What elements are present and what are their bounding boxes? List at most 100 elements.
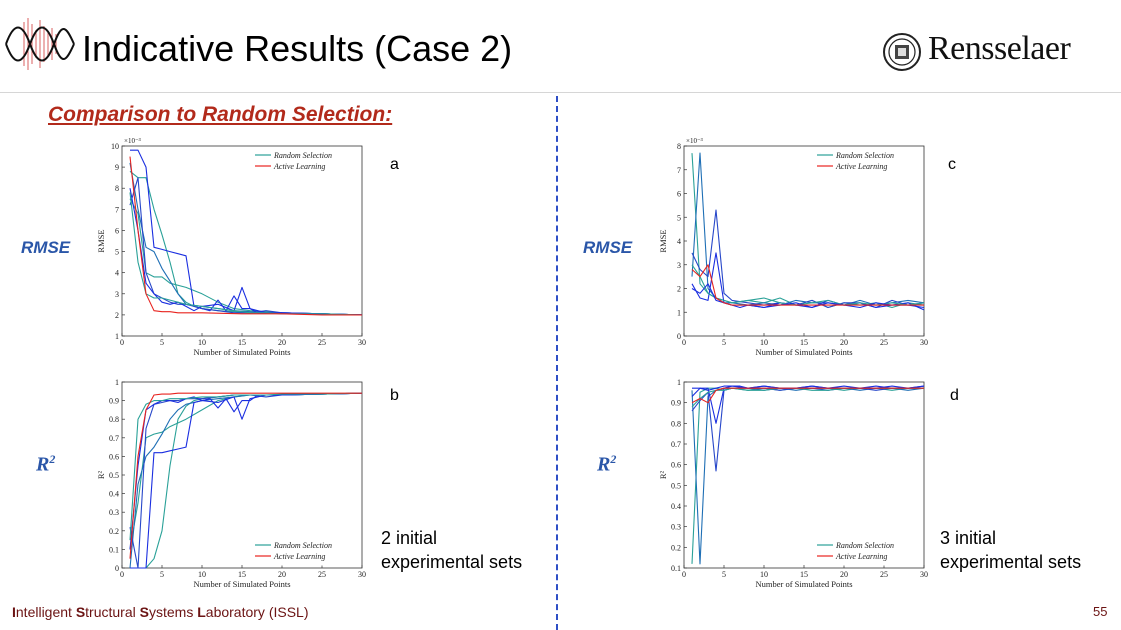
footer-word-2: tructural	[85, 604, 140, 620]
x-tick-label: 20	[278, 570, 286, 579]
x-tick-label: 15	[800, 570, 808, 579]
y-tick-label: 0.4	[109, 490, 119, 499]
y-tick-label: 0.8	[109, 415, 119, 424]
x-tick-label: 15	[238, 338, 246, 347]
legend-box	[250, 148, 360, 176]
chart-b: 0 5 10 15 20 25 30 0 0.1 0.2 0.3 0.4 0.5 0.6 0.7 0.8 0.9…	[96, 378, 366, 589]
y-tick-label: 0.3	[109, 508, 119, 517]
legend-box	[250, 538, 360, 566]
header-divider	[0, 92, 1121, 93]
x-tick-label: 20	[278, 338, 286, 347]
x-tick-label: 30	[920, 338, 928, 347]
y-tick-label: 0.1	[109, 545, 119, 554]
y-tick-label: 9	[115, 163, 119, 172]
y-tick-label: 0.5	[671, 481, 681, 490]
y-tick-label: 3	[677, 261, 681, 270]
note-right-line2: experimental sets	[940, 552, 1082, 572]
y-tick-label: 0.7	[109, 434, 119, 443]
series-line	[129, 177, 363, 316]
legend-label: Active Learning	[835, 162, 887, 171]
x-axis-label: Number of Simulated Points	[755, 579, 852, 589]
legend-box	[812, 148, 922, 176]
x-tick-label: 20	[840, 338, 848, 347]
y-tick-label: 10	[111, 142, 119, 151]
r2-label-exp: 2	[49, 452, 56, 466]
series-line	[129, 392, 363, 541]
y-tick-label: 4	[115, 269, 119, 278]
chart-a: 0 5 10 15 20 25 30 1 2 3 4 5 6 7 8 9 10 ×10⁻³ Number of Si…	[96, 137, 366, 357]
x-tick-label: 30	[358, 570, 366, 579]
rmse-label-right: RMSE	[583, 238, 633, 257]
y-tick-label: 1	[677, 378, 681, 387]
y-tick-label: 8	[115, 184, 119, 193]
y-axis-label: RMSE	[658, 229, 668, 252]
axis-exponent: ×10⁻³	[124, 137, 141, 145]
y-tick-label: 0.1	[671, 564, 681, 573]
y-axis-label: R²	[658, 470, 668, 479]
footer-initial-s2: S	[139, 604, 149, 620]
y-tick-label: 6	[115, 226, 119, 235]
y-tick-label: 1	[115, 378, 119, 387]
series-line	[691, 387, 924, 404]
y-tick-label: 0.7	[671, 440, 681, 449]
chart-d: 0 5 10 15 20 25 30 0.1 0.2 0.3 0.4 0.5 0.6 0.7 0.8 0.9 1…	[658, 378, 928, 589]
chart-c: 0 5 10 15 20 25 30 0 1 2 3 4 5 6 7 8 ×10⁻³ Number of Simu…	[658, 137, 928, 357]
series-line	[691, 387, 924, 472]
legend-label: Random Selection	[835, 541, 894, 550]
footer-word-1: ntelligent	[15, 604, 76, 620]
series-line	[691, 264, 924, 306]
series-line	[691, 283, 925, 309]
x-tick-label: 0	[120, 570, 124, 579]
r2-label-left: R2	[36, 452, 55, 477]
note-left-line2: experimental sets	[381, 552, 523, 572]
footer-word-3: ystems	[148, 604, 198, 620]
legend-label: Random Selection	[835, 151, 894, 160]
section-subtitle: Comparison to Random Selection:	[48, 103, 393, 126]
footer-lab-name: Intelligent Structural Systems Laborator…	[12, 604, 309, 620]
footer-initial-s1: S	[75, 604, 86, 620]
y-tick-label: 3	[115, 290, 119, 299]
rmse-label-left: RMSE	[21, 238, 71, 257]
panel-letter-d: d	[950, 387, 959, 404]
x-tick-label: 0	[682, 338, 686, 347]
r2-label-base: R	[36, 453, 50, 476]
page-title: Indicative Results (Case 2)	[82, 28, 513, 69]
x-tick-label: 0	[120, 338, 124, 347]
series-line	[129, 156, 362, 316]
x-tick-label: 10	[198, 338, 206, 347]
y-tick-label: 2	[115, 311, 119, 320]
legend-label: Active Learning	[273, 162, 325, 171]
x-axis-label: Number of Simulated Points	[193, 347, 290, 357]
axis-exponent: ×10⁻³	[686, 137, 703, 145]
r2-label-base: R	[597, 453, 611, 476]
r2-label-right: R2	[597, 452, 616, 477]
panel-letter-a: a	[390, 156, 399, 173]
legend-box	[812, 538, 922, 566]
x-tick-label: 0	[682, 570, 686, 579]
y-tick-label: 2	[677, 285, 681, 294]
note-left-line1: 2 initial	[381, 528, 438, 548]
y-tick-label: 0.3	[671, 523, 681, 532]
x-tick-label: 10	[760, 338, 768, 347]
page-number: 55	[1093, 604, 1108, 619]
panel-letter-b: b	[390, 387, 399, 404]
rensselaer-logo-text: Rensselaer	[928, 30, 1071, 67]
y-tick-label: 1	[677, 308, 681, 317]
y-tick-label: 0.2	[671, 543, 681, 552]
x-tick-label: 30	[358, 338, 366, 347]
y-tick-label: 0	[677, 332, 681, 341]
legend-label: Active Learning	[835, 552, 887, 561]
x-tick-label: 10	[198, 570, 206, 579]
y-axis-label: RMSE	[96, 229, 106, 252]
x-tick-label: 25	[880, 570, 888, 579]
y-tick-label: 0.2	[109, 527, 119, 536]
y-tick-label: 0.4	[671, 502, 681, 511]
y-tick-label: 5	[115, 248, 119, 257]
x-axis-label: Number of Simulated Points	[755, 347, 852, 357]
x-tick-label: 15	[800, 338, 808, 347]
x-tick-label: 10	[760, 570, 768, 579]
y-tick-label: 0.8	[671, 419, 681, 428]
footer-word-4: aboratory (ISSL)	[205, 604, 309, 620]
x-tick-label: 20	[840, 570, 848, 579]
footer-initial-l: L	[197, 604, 206, 620]
